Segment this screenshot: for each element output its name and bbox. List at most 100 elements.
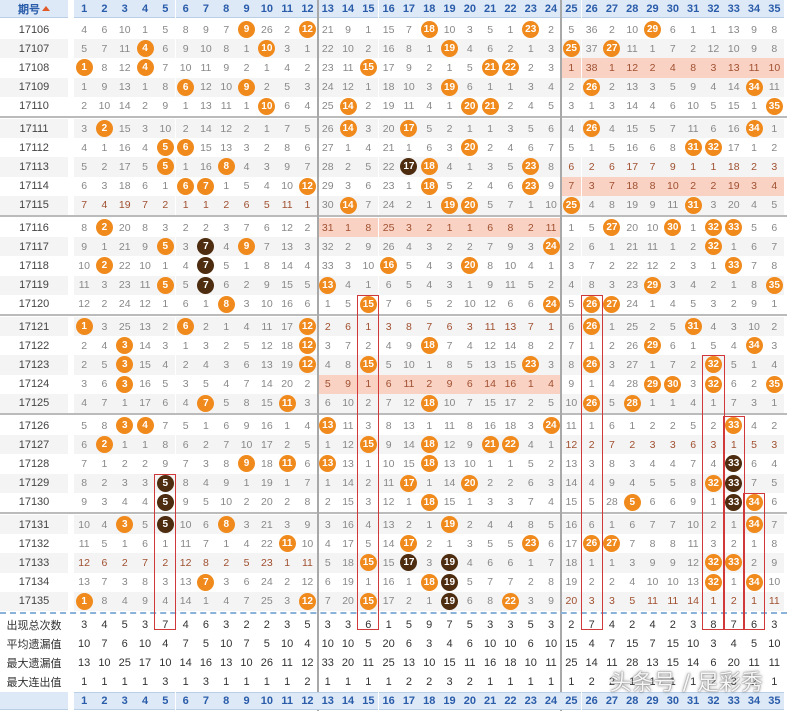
cell: 2 — [730, 298, 737, 311]
cell: 8 — [548, 576, 554, 589]
cell: 3 — [642, 77, 663, 97]
cell: 1 — [690, 23, 697, 36]
draw-ball: 29 — [644, 337, 662, 355]
cell: 3 — [324, 339, 331, 352]
cell: 1 — [764, 393, 785, 413]
cell: 3 — [459, 317, 480, 337]
cell: 2 — [669, 419, 676, 432]
cell: 14 — [561, 473, 582, 493]
cell: 7 — [196, 573, 216, 592]
cell: 11 — [540, 218, 562, 238]
column-footer: 11 — [277, 691, 298, 710]
cell: 10 — [118, 23, 131, 36]
cell: 2 — [101, 298, 108, 311]
draw-ball: 13 — [319, 417, 337, 435]
cell: 24 — [541, 416, 561, 435]
cell: 13 — [723, 58, 744, 78]
zone-separator — [316, 0, 319, 711]
cell: 24 — [626, 298, 639, 311]
cell: 1 — [175, 195, 196, 215]
cell: 15 — [358, 553, 379, 573]
sort-arrow-icon[interactable] — [42, 6, 50, 11]
cell: 2 — [263, 141, 270, 154]
cell: 4 — [527, 259, 534, 272]
stat-value: 11 — [464, 656, 476, 669]
draw-ball: 26 — [583, 295, 601, 313]
draw-ball: 17 — [400, 120, 418, 138]
column-header: 29 — [642, 0, 663, 18]
cell: 2 — [459, 515, 480, 535]
stat-value: 6 — [710, 656, 717, 669]
draw-ball: 24 — [542, 238, 560, 256]
stat-value: 1 — [344, 676, 352, 689]
draw-ball: 14 — [339, 196, 357, 214]
cell: 11 — [277, 454, 297, 473]
cell: 1 — [223, 180, 230, 193]
issue-label: 17131 — [0, 515, 68, 535]
stat-value: 3 — [690, 618, 697, 631]
draw-ball: 32 — [704, 238, 722, 256]
draw-ball: 10 — [258, 40, 276, 58]
cell: 4 — [439, 157, 460, 177]
cell: 12 — [646, 259, 659, 272]
draw-ball: 20 — [461, 474, 479, 492]
cell: 11 — [342, 61, 354, 74]
cell: 3 — [710, 298, 717, 311]
cell: 3 — [94, 275, 115, 295]
cell: 9 — [406, 339, 412, 352]
cell: 8 — [398, 39, 420, 59]
cell: 8 — [223, 457, 230, 470]
cell: 12 — [297, 591, 318, 611]
cell: 19 — [439, 553, 460, 573]
cell: 2 — [284, 496, 291, 509]
cell: 12 — [139, 298, 151, 311]
cell: 1 — [743, 591, 765, 611]
cell: 7 — [459, 393, 480, 413]
draw-ball: 20 — [461, 196, 479, 214]
cell: 4 — [662, 58, 683, 78]
cell: 2 — [588, 576, 595, 589]
cell: 2 — [669, 259, 676, 272]
cell: 7 — [297, 157, 318, 177]
stat-value: 28 — [626, 656, 639, 669]
cell: 1 — [487, 457, 494, 470]
cell: 1 — [507, 457, 514, 470]
cell: 5 — [480, 195, 501, 215]
cell: 7 — [548, 141, 554, 154]
cell: 3 — [175, 237, 196, 257]
column-header: 34 — [743, 0, 765, 18]
cell: 6 — [669, 339, 676, 352]
cell: 1 — [459, 119, 480, 139]
cell: 17 — [727, 141, 740, 154]
cell: 3 — [203, 457, 209, 470]
header-issue[interactable]: 期号 — [0, 0, 68, 18]
cell: 12 — [484, 339, 496, 352]
cell: 3 — [419, 237, 440, 257]
cell: 4 — [520, 435, 541, 455]
cell: 6 — [142, 180, 148, 193]
cell: 1 — [588, 141, 595, 154]
cell: 6 — [155, 393, 176, 413]
cell: 15 — [727, 100, 740, 113]
cell: 9 — [548, 180, 554, 193]
cell: 8 — [398, 317, 420, 337]
cell: 1 — [419, 195, 440, 215]
cell: 2 — [609, 23, 615, 36]
draw-ball: 18 — [420, 177, 438, 195]
cell: 8 — [101, 419, 108, 432]
draw-ball: 33 — [725, 455, 743, 473]
draw-ball: 18 — [420, 21, 438, 39]
cell: 17 — [398, 473, 420, 493]
cell: 8 — [500, 218, 521, 238]
cell: 31 — [683, 317, 704, 337]
cell: 2 — [520, 393, 541, 413]
cell: 6 — [236, 195, 257, 215]
cell: 1 — [236, 473, 257, 493]
column-footer: 14 — [337, 691, 359, 710]
cell: 23 — [520, 355, 541, 375]
cell: 33 — [724, 256, 744, 275]
cell: 18 — [561, 553, 582, 573]
stat-value: 6 — [405, 637, 412, 650]
draw-ball: 4 — [136, 417, 154, 435]
column-header: 31 — [683, 0, 704, 18]
